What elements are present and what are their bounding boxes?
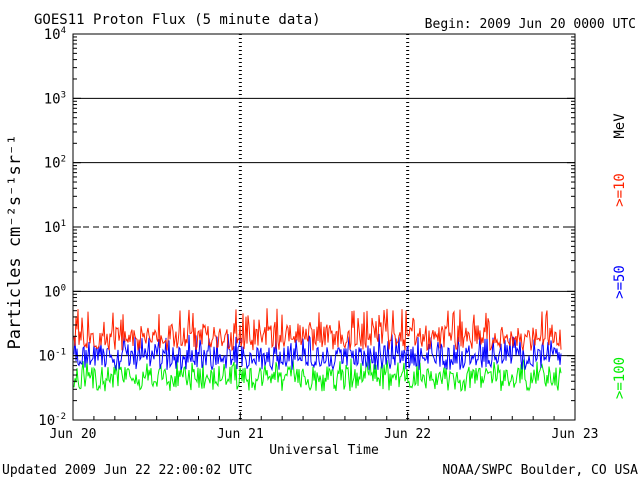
x-tick-label-1: Jun 21 [217,427,264,442]
y-tick-label-6: 104 [44,26,66,43]
legend: MeV >=10 >=50 >=100 [612,113,628,399]
series-line-0 [73,308,562,352]
y-tick-label-0: 10-2 [38,412,66,429]
y-tick-label-4: 102 [44,155,66,172]
legend-series-ge50: >=50 [612,265,628,299]
series-line-1 [73,333,562,372]
chart-begin-time: Begin: 2009 Jun 20 0000 UTC [425,17,636,32]
legend-series-ge100: >=100 [612,357,628,399]
x-tick-label-2: Jun 22 [384,427,431,442]
x-tick-label-3: Jun 23 [552,427,599,442]
y-tick-label-1: 10-1 [38,348,66,365]
grid-layer [73,34,575,420]
y-tick-label-2: 100 [44,283,66,300]
y-axis-ticks: 10-2 10-1 100 101 102 103 104 [38,26,575,429]
chart-title: GOES11 Proton Flux (5 minute data) [34,12,321,28]
y-tick-label-3: 101 [44,219,66,236]
x-tick-label-0: Jun 20 [50,427,97,442]
x-axis-ticks: Jun 20 Jun 21 Jun 22 Jun 23 [50,412,599,442]
series-layer [73,308,562,392]
x-axis-label: Universal Time [269,443,379,458]
legend-unit-mev: MeV [612,113,628,139]
y-tick-label-5: 103 [44,90,66,107]
y-axis-label: Particles cm⁻²s⁻¹sr⁻¹ [5,135,25,350]
series-line-2 [73,358,562,392]
footer-credit: NOAA/SWPC Boulder, CO USA [442,463,638,478]
footer-updated: Updated 2009 Jun 22 22:00:02 UTC [2,463,252,478]
legend-series-ge10: >=10 [612,173,628,207]
